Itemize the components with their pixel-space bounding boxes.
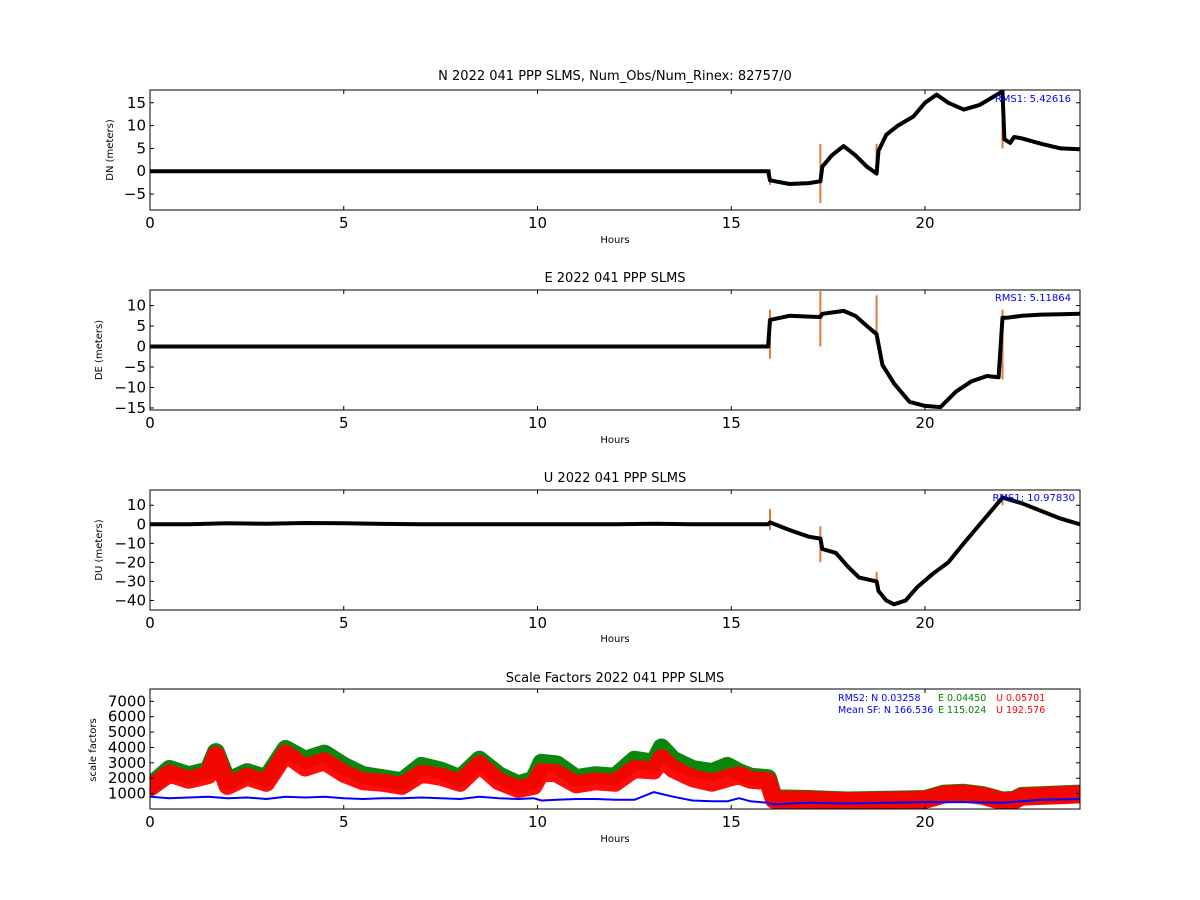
east-chart-title: E 2022 041 PPP SLMS	[544, 271, 685, 286]
north-x-axis: 0 5 10 15 20	[145, 90, 935, 232]
up-series-0	[150, 495, 1080, 607]
scale-factors-series-2	[150, 791, 1080, 806]
up-xtick-label-0: 0	[145, 614, 155, 632]
east-ytick-label-4: 5	[136, 317, 146, 335]
mean-sf-n-label: Mean SF: N 166.536	[838, 705, 933, 716]
up-ytick-label-4: 0	[136, 515, 146, 533]
north-plot-area	[149, 89, 1081, 211]
east-y-axis: −15 −10 −5 0 5 10	[114, 297, 1080, 417]
east-ytick-label-1: −10	[114, 378, 146, 396]
north-ytick-label-2: 5	[136, 139, 146, 157]
north-rms-label: RMS1: 5.42616	[995, 94, 1071, 105]
east-marks	[150, 291, 1080, 410]
up-x-axis: 0 5 10 15 20	[145, 490, 935, 632]
scale-factors-x-axis-label: Hours	[600, 834, 629, 845]
north-x-axis-label: Hours	[600, 235, 629, 246]
east-ytick-label-2: −5	[124, 358, 146, 376]
north-marks	[150, 90, 1080, 204]
north-xtick-label-4: 20	[915, 214, 934, 232]
north-y-axis-label: DN (meters)	[105, 119, 116, 181]
north-chart-title: N 2022 041 PPP SLMS, Num_Obs/Num_Rinex: …	[438, 69, 792, 84]
up-marks	[150, 493, 1080, 607]
east-y-axis-label: DE (meters)	[94, 320, 105, 380]
up-y-axis-label: DU (meters)	[94, 519, 105, 580]
scale-factors-ytick-label-3: 4000	[108, 738, 146, 756]
east-plot-area	[149, 289, 1081, 411]
north-series-0	[150, 90, 1080, 186]
north-frame	[149, 89, 1081, 211]
scale-factors-frame	[149, 688, 1081, 810]
up-xtick-label-2: 10	[528, 614, 547, 632]
north-xtick-label-1: 5	[339, 214, 349, 232]
scale-factors-xtick-label-0: 0	[145, 813, 155, 831]
mean-sf-e-label: E 115.024	[938, 705, 986, 716]
up-ytick-label-3: −10	[114, 534, 146, 552]
scale-factors-ytick-label-5: 6000	[108, 708, 146, 726]
scale-factors-xtick-label-3: 15	[722, 813, 741, 831]
north-ytick-label-3: 10	[127, 117, 146, 135]
up-xtick-label-3: 15	[722, 614, 741, 632]
east-xtick-label-1: 5	[339, 414, 349, 432]
scale-factors-panel: Scale Factors 2022 041 PPP SLMS 10002000…	[88, 671, 1081, 845]
scale-factors-xtick-label-2: 10	[528, 813, 547, 831]
up-ytick-label-1: −30	[114, 572, 146, 590]
north-xtick-label-2: 10	[528, 214, 547, 232]
up-rms-label: RMS1: 10.97830	[992, 493, 1075, 504]
up-xtick-label-1: 5	[339, 614, 349, 632]
up-x-axis-label: Hours	[600, 634, 629, 645]
scale-factors-ytick-label-1: 2000	[108, 769, 146, 787]
east-panel: E 2022 041 PPP SLMS −15 −10 −5 0 5 10 0 5 10 15 2…	[94, 271, 1081, 446]
scale-factors-ytick-label-4: 5000	[108, 723, 146, 741]
up-ytick-label-0: −40	[114, 591, 146, 609]
up-ytick-label-2: −20	[114, 553, 146, 571]
east-frame	[149, 289, 1081, 411]
rms2-e-label: E 0.04450	[938, 693, 986, 704]
scale-factors-ytick-label-2: 3000	[108, 754, 146, 772]
east-x-axis: 0 5 10 15 20	[145, 290, 935, 432]
up-frame	[149, 489, 1081, 611]
east-xtick-label-4: 20	[915, 414, 934, 432]
scale-factors-marks	[150, 738, 1080, 809]
scale-factors-ytick-label-6: 7000	[108, 692, 146, 710]
east-x-axis-label: Hours	[600, 435, 629, 446]
east-xtick-label-2: 10	[528, 414, 547, 432]
scale-factors-y-axis-label: scale factors	[88, 718, 99, 781]
north-y-axis: −5 0 5 10 15	[124, 94, 1080, 203]
scale-factors-ytick-label-0: 1000	[108, 785, 146, 803]
north-xtick-label-0: 0	[145, 214, 155, 232]
north-ytick-label-0: −5	[124, 185, 146, 203]
rms2-n-label: RMS2: N 0.03258	[838, 693, 921, 704]
scale-factors-x-axis: 0 5 10 15 20	[145, 689, 935, 831]
scale-factors-series-1	[150, 744, 1080, 809]
east-ytick-label-0: −15	[114, 399, 146, 417]
east-series-0	[150, 308, 1080, 410]
up-xtick-label-4: 20	[915, 614, 934, 632]
east-xtick-label-0: 0	[145, 414, 155, 432]
north-panel: N 2022 041 PPP SLMS, Num_Obs/Num_Rinex: …	[105, 69, 1081, 246]
east-ytick-label-3: 0	[136, 338, 146, 356]
up-chart-title: U 2022 041 PPP SLMS	[544, 471, 686, 486]
north-xtick-label-3: 15	[722, 214, 741, 232]
rms2-u-label: U 0.05701	[996, 693, 1045, 704]
east-rms-label: RMS1: 5.11864	[995, 293, 1071, 304]
east-ytick-label-5: 10	[127, 297, 146, 315]
mean-sf-u-label: U 192.576	[996, 705, 1045, 716]
north-ytick-label-1: 0	[136, 162, 146, 180]
up-ytick-label-5: 10	[127, 496, 146, 514]
north-ytick-label-4: 15	[127, 94, 146, 112]
scale-factors-chart-title: Scale Factors 2022 041 PPP SLMS	[506, 671, 725, 686]
east-xtick-label-3: 15	[722, 414, 741, 432]
scale-factors-xtick-label-1: 5	[339, 813, 349, 831]
up-plot-area	[149, 489, 1081, 611]
scale-factors-xtick-label-4: 20	[915, 813, 934, 831]
scale-factors-plot-area	[149, 688, 1081, 810]
